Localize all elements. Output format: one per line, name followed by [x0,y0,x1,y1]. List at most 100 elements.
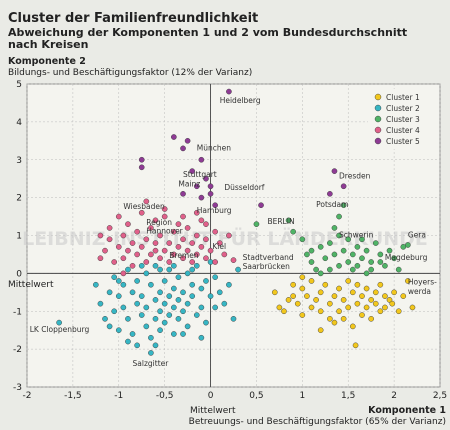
legend-marker [374,137,382,145]
data-point-cluster-5 [207,191,214,197]
data-point-cluster-1 [382,304,388,311]
data-point-cluster-4 [152,247,159,254]
data-point-cluster-1 [299,285,306,292]
data-point-cluster-2 [143,304,150,311]
data-point-cluster-4 [138,209,145,216]
data-point-cluster-1 [409,304,416,311]
data-point-cluster-5 [180,191,186,197]
data-point-cluster-2 [152,342,159,349]
x-tick-label: 2 [391,391,397,401]
data-point-cluster-2 [102,316,108,322]
data-point-cluster-2 [148,350,154,356]
data-point-cluster-3 [359,236,365,243]
data-point-cluster-2 [106,323,113,330]
data-point-cluster-4 [143,198,150,205]
data-point-cluster-2 [226,281,232,288]
data-point-cluster-1 [345,304,352,311]
chart-title: Cluster der Familienfreundlichkeit [8,11,258,26]
data-point-cluster-4 [115,244,122,250]
data-point-cluster-5 [258,202,264,209]
data-point-cluster-3 [327,266,333,273]
data-point-cluster-3 [317,244,324,250]
data-point-cluster-1 [349,289,356,296]
data-point-cluster-2 [111,308,118,315]
data-point-cluster-5 [184,137,191,144]
y-tick-label: 5 [16,80,22,90]
data-point-cluster-4 [221,251,228,258]
data-point-cluster-5 [207,183,214,190]
data-point-cluster-3 [359,255,365,262]
data-point-cluster-4 [180,213,186,220]
data-point-cluster-2 [56,319,62,326]
data-point-cluster-2 [203,278,209,284]
data-point-cluster-1 [340,297,347,303]
data-point-cluster-1 [281,308,287,315]
data-point-cluster-1 [308,278,315,284]
y-axis-description: Bildungs- und Beschäftigungsfaktor (12% … [8,68,252,78]
y-axis-title: Komponente 2 [8,56,86,67]
data-point-cluster-4 [198,217,205,224]
data-point-cluster-4 [212,228,218,235]
data-point-cluster-4 [226,232,232,239]
data-point-cluster-1 [405,278,411,284]
data-point-cluster-1 [271,289,278,296]
data-point-cluster-2 [148,334,154,341]
data-point-cluster-4 [161,213,168,220]
data-point-cluster-4 [216,240,223,246]
data-point-cluster-2 [212,304,218,311]
point-annotation: Mainz [178,179,200,188]
legend-label: Cluster 3 [386,115,420,124]
point-annotation: Stadtverband [243,253,294,262]
data-point-cluster-3 [349,251,356,258]
data-point-cluster-4 [97,232,104,239]
data-point-cluster-1 [363,304,370,311]
data-point-cluster-1 [299,312,306,318]
data-point-cluster-4 [134,251,140,258]
data-point-cluster-3 [285,217,292,224]
legend-marker [374,93,382,101]
data-point-cluster-5 [203,175,209,182]
point-annotation: Salzgitter [133,359,170,368]
data-point-cluster-5 [138,164,145,171]
data-point-cluster-2 [120,304,127,311]
data-point-cluster-2 [129,331,136,337]
data-point-cluster-2 [180,308,186,315]
data-point-cluster-2 [115,327,122,334]
data-point-cluster-2 [157,266,163,273]
data-point-cluster-3 [331,251,338,258]
data-point-cluster-4 [106,236,113,243]
data-point-cluster-3 [327,240,333,246]
data-point-cluster-3 [363,270,370,277]
data-point-cluster-2 [189,281,196,288]
data-point-cluster-4 [157,232,163,239]
data-point-cluster-1 [313,297,319,303]
data-point-cluster-1 [377,308,384,315]
point-annotation: Hannover [146,227,183,236]
data-point-cluster-1 [345,278,352,284]
data-point-cluster-4 [203,221,209,227]
point-annotation: Kiel [212,242,226,251]
data-point-cluster-1 [363,285,370,292]
data-point-cluster-4 [152,240,159,246]
data-point-cluster-1 [386,297,393,303]
data-point-cluster-5 [171,134,177,140]
data-point-cluster-1 [327,300,333,307]
point-annotation: Hamburg [197,206,232,215]
data-point-cluster-1 [317,289,324,296]
data-point-cluster-2 [175,297,182,303]
data-point-cluster-2 [97,300,104,307]
data-point-cluster-2 [157,289,163,296]
grid [26,83,441,388]
point-annotation: Düsseldorf [224,183,264,192]
data-point-cluster-2 [134,300,140,307]
point-annotation: München [197,143,231,152]
data-point-cluster-3 [372,240,379,246]
point-annotation: BERLIN [267,217,294,226]
data-point-cluster-2 [189,293,196,299]
data-point-cluster-2 [175,274,182,280]
data-point-cluster-3 [308,247,315,254]
y-tick-label: 2 [16,194,22,204]
data-point-cluster-1 [317,308,324,315]
point-annotation: Gera [408,230,426,239]
data-point-cluster-2 [157,308,163,315]
